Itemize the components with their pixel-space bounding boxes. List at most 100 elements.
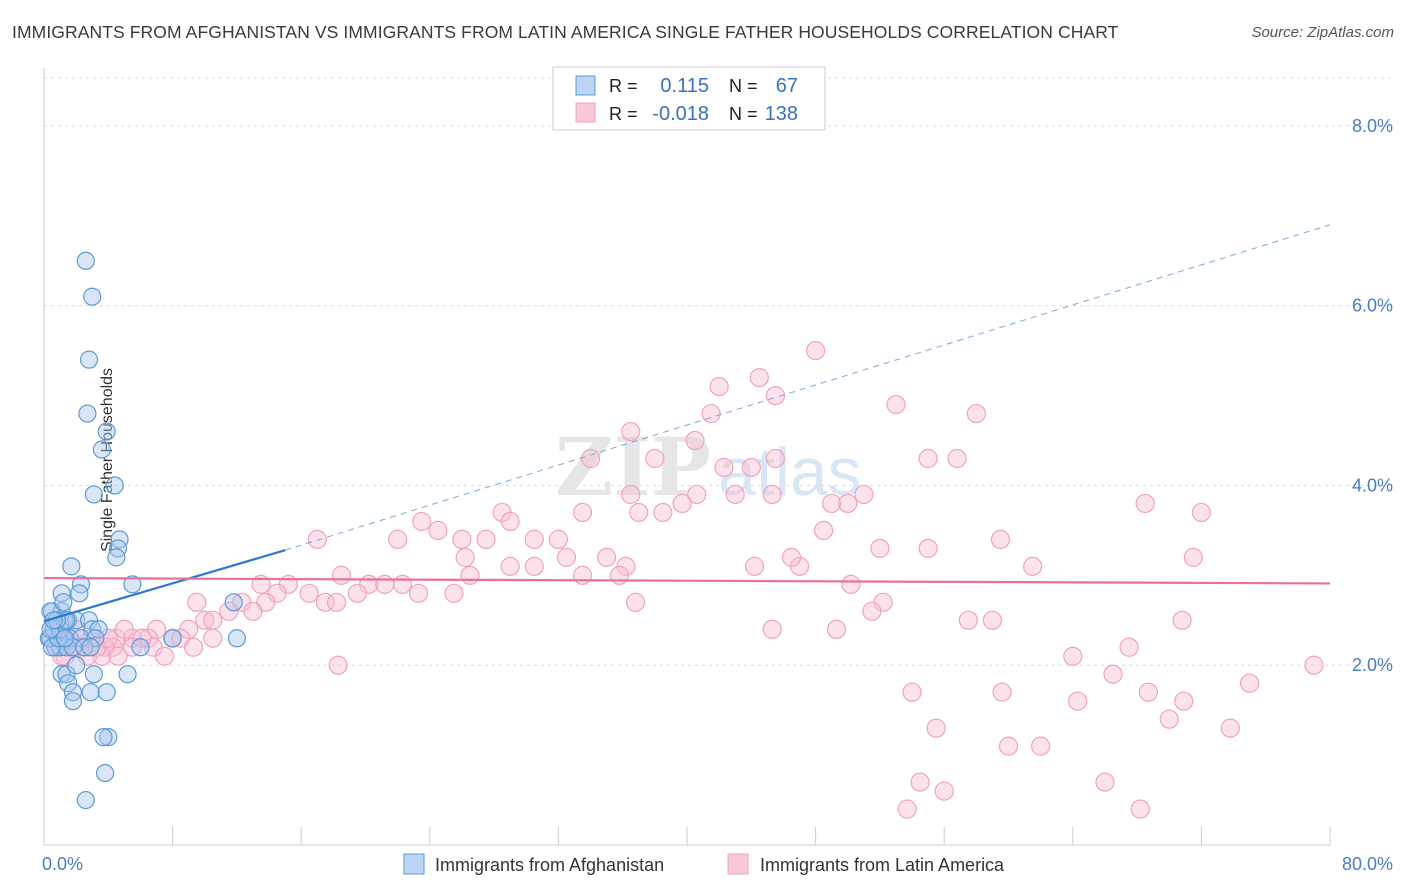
afghanistan-point — [62, 557, 81, 576]
afghanistan-point — [42, 638, 62, 657]
latin-america-point — [1172, 610, 1192, 630]
afghanistan-point — [52, 665, 71, 684]
stats-r-label-2: R = — [609, 104, 638, 124]
latin-america-point — [455, 547, 475, 567]
latin-america-point — [452, 529, 472, 550]
latin-america-point — [897, 799, 917, 819]
latin-america-point — [412, 511, 432, 532]
latin-america-point — [902, 682, 922, 702]
latin-america-point — [326, 592, 347, 612]
latin-america-point — [203, 628, 223, 648]
latin-america-point — [918, 448, 938, 469]
afghanistan-point — [92, 440, 111, 459]
afghanistan-point — [84, 665, 103, 684]
afghanistan-point — [123, 575, 142, 594]
x-tick-label-max: 80.0% — [1342, 854, 1393, 874]
afghanistan-point — [81, 638, 100, 657]
stats-swatch-blue — [575, 75, 596, 96]
latin-america-point — [132, 628, 152, 648]
stats-legend: R = 0.115 N = 67 R = -0.018 N = 138 — [552, 66, 826, 131]
afghanistan-point — [107, 548, 126, 567]
stats-n-value-2: 138 — [765, 103, 798, 125]
afghanistan-point — [79, 350, 99, 369]
latin-america-point — [762, 484, 782, 505]
latin-america-point — [556, 547, 577, 567]
latin-america-point — [203, 610, 223, 630]
latin-america-point — [1159, 709, 1179, 729]
latin-america-point — [625, 592, 646, 612]
latin-america-point — [1183, 547, 1203, 567]
latin-america-point — [992, 682, 1012, 702]
latin-america-point — [765, 385, 786, 406]
afghanistan-point — [83, 287, 102, 306]
latin-america-point — [822, 493, 842, 514]
latin-america-point — [195, 610, 215, 630]
afghanistan-point — [55, 629, 74, 648]
latin-america-point — [741, 457, 761, 478]
latin-america-point — [444, 583, 464, 603]
afghanistan-point — [97, 683, 116, 702]
bottom-legend: Immigrants from Afghanistan Immigrants f… — [403, 853, 1005, 875]
afghanistan-point — [110, 530, 129, 549]
latin-america-point — [388, 529, 408, 550]
latin-america-point — [154, 646, 175, 666]
source-credit: Source: ZipAtlas.com — [1251, 24, 1394, 41]
latin-america-point — [982, 610, 1003, 630]
legend-label-afghanistan: Immigrants from Afghanistan — [435, 855, 664, 875]
latin-america-point — [886, 394, 906, 415]
trend-lines — [43, 224, 1331, 623]
latin-america-point — [183, 637, 204, 657]
latin-america-point — [187, 592, 207, 612]
chart-title: IMMIGRANTS FROM AFGHANISTAN VS IMMIGRANT… — [12, 22, 1119, 42]
latin-america-point — [1220, 718, 1240, 738]
latin-america-point — [870, 538, 890, 558]
latin-america-point — [1135, 493, 1155, 514]
afghanistan-point — [108, 539, 128, 558]
afghanistan-point — [78, 404, 97, 423]
gridlines — [44, 77, 1392, 666]
afghanistan-point — [97, 422, 116, 441]
latin-america-point — [701, 403, 721, 424]
latin-america-point — [714, 457, 734, 478]
y-tick-label: 4.0% — [1352, 475, 1393, 495]
latin-america-point — [597, 547, 617, 567]
latin-america-point — [375, 574, 395, 594]
axes: 2.0% 4.0% 6.0% 8.0% — [43, 68, 1393, 846]
afghanistan-point — [105, 476, 124, 495]
latin-america-point — [958, 610, 978, 630]
latin-america-point — [926, 718, 946, 738]
latin-america-point — [392, 574, 413, 594]
latin-america-point — [572, 565, 593, 585]
latin-america-point — [1063, 646, 1083, 666]
afghanistan-points — [39, 251, 246, 810]
latin-america-point — [998, 736, 1019, 756]
latin-america-point — [500, 511, 520, 532]
afghanistan-point — [118, 665, 137, 684]
latin-america-point — [609, 565, 630, 585]
afghanistan-point — [76, 251, 95, 270]
latin-america-point — [524, 529, 544, 550]
y-tick-label: 6.0% — [1352, 296, 1393, 316]
latin-america-point — [749, 368, 769, 388]
latin-america-point — [672, 493, 692, 514]
latin-america-point — [428, 520, 448, 541]
afghanistan-point — [95, 763, 115, 783]
latin-america-point — [725, 484, 745, 505]
latin-america-point — [299, 583, 319, 603]
latin-america-point — [307, 529, 327, 550]
latin-america-point — [781, 547, 802, 567]
latin-america-point — [653, 502, 673, 523]
latin-america-point — [476, 529, 496, 550]
latin-america-point — [1103, 664, 1123, 684]
latin-america-point — [709, 377, 729, 397]
latin-america-point — [947, 448, 967, 469]
legend-label-latin-america: Immigrants from Latin America — [760, 855, 1005, 875]
afghanistan-point — [71, 575, 91, 594]
afghanistan-point — [131, 638, 150, 657]
afghanistan-point — [81, 683, 100, 702]
latin-america-point — [1031, 736, 1051, 756]
latin-america-point — [762, 619, 782, 639]
latin-america-point — [838, 493, 858, 514]
afghanistan-point — [163, 629, 182, 648]
stats-r-value-2: -0.018 — [652, 103, 709, 125]
